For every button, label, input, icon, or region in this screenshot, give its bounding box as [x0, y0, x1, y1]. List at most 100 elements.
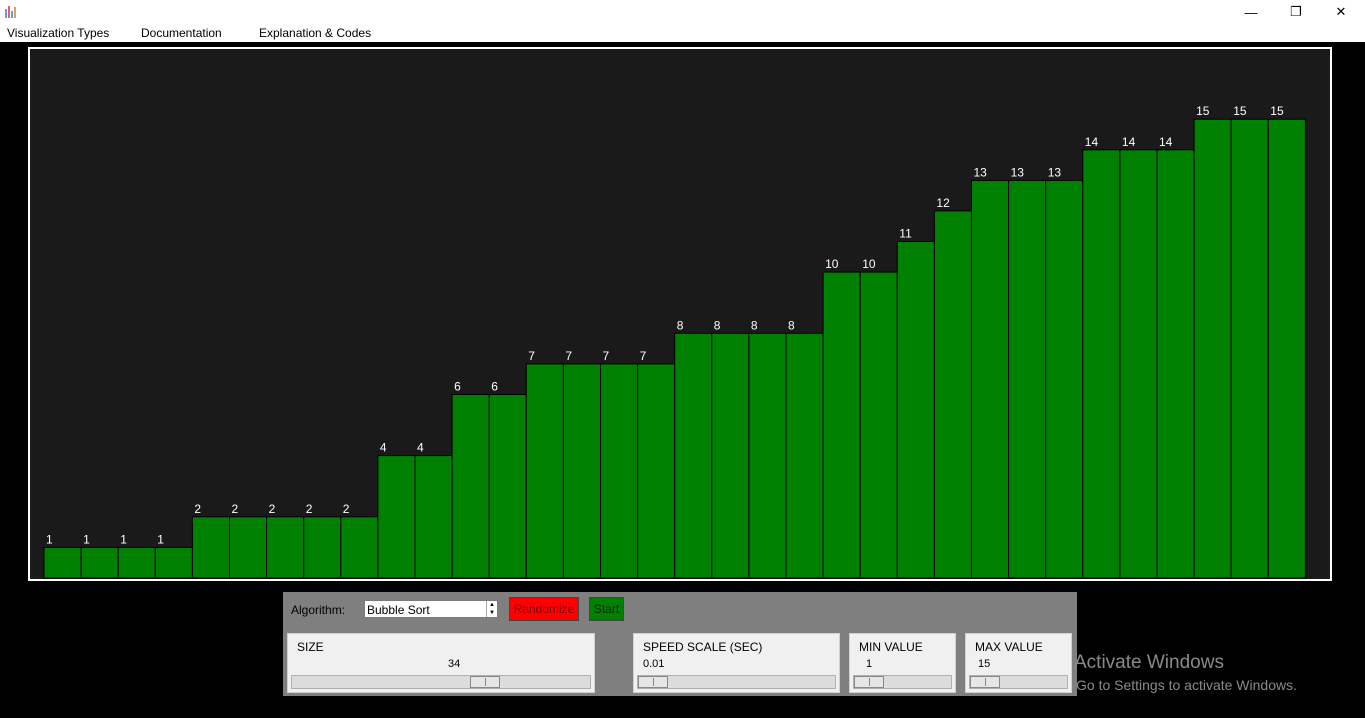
control-panel: Algorithm: Bubble Sort ▲ ▼ Randomize Star…: [283, 592, 1077, 696]
min-value-scale: MIN VALUE 1: [849, 633, 956, 693]
bar-25: [971, 179, 1010, 579]
bar-26: [1008, 179, 1047, 579]
bar-label-7: 2: [306, 502, 313, 516]
bar-label-28: 14: [1085, 135, 1099, 149]
bar-31: [1193, 118, 1232, 579]
bar-0: [43, 546, 82, 579]
bar-label-32: 15: [1233, 104, 1247, 118]
menu-visualization-types[interactable]: Visualization Types: [7, 26, 110, 40]
bar-33: [1267, 118, 1306, 579]
bar-label-13: 7: [528, 349, 535, 363]
algorithm-value: Bubble Sort: [367, 603, 430, 617]
bar-24: [933, 210, 973, 579]
minimize-button[interactable]: —: [1244, 4, 1258, 20]
bar-23: [896, 241, 935, 579]
bar-28: [1082, 149, 1121, 579]
bar-29: [1119, 149, 1158, 579]
menu-explanation-codes[interactable]: Explanation & Codes: [259, 26, 372, 40]
visualization-canvas: 1 1 1 1 2 2 2 2 2 4 4 6 6 7 7 7 7 8 8 8 8 10 10 11 12 13 13 13 14 14 1…: [28, 47, 1332, 581]
max-value-scale: MAX VALUE 15: [965, 633, 1072, 693]
bar-label-2: 1: [120, 532, 127, 546]
speed-slider-trough[interactable]: [637, 675, 836, 689]
bar-label-24: 12: [936, 196, 950, 210]
close-button[interactable]: ✕: [1335, 4, 1347, 19]
restore-button[interactable]: ❐: [1290, 4, 1302, 19]
bar-14: [562, 363, 602, 579]
bar-label-12: 6: [491, 380, 498, 394]
app-bar-chart-icon: [5, 6, 16, 18]
bar-label-6: 2: [269, 502, 276, 516]
size-scale: SIZE 34: [287, 633, 595, 693]
bar-8: [340, 516, 379, 579]
bar-label-18: 8: [714, 318, 721, 332]
bar-1: [80, 546, 119, 579]
bar-32: [1230, 118, 1269, 579]
max-value-slider-thumb[interactable]: [970, 676, 1000, 688]
randomize-button[interactable]: Randomize: [509, 597, 579, 621]
bar-13: [525, 363, 564, 579]
bar-5: [229, 516, 268, 579]
menu-bar: Visualization Types Documentation Explan…: [0, 24, 1365, 42]
bar-label-4: 2: [194, 502, 201, 516]
menu-documentation[interactable]: Documentation: [141, 26, 222, 40]
bar-label-11: 6: [454, 380, 461, 394]
size-slider-trough[interactable]: [291, 675, 591, 689]
bar-2: [117, 546, 156, 579]
bar-6: [266, 516, 305, 579]
algorithm-label: Algorithm:: [291, 603, 346, 617]
bar-label-23: 11: [899, 227, 912, 241]
start-button[interactable]: Start: [589, 597, 624, 621]
size-value: 34: [448, 658, 461, 670]
bar-label-3: 1: [157, 532, 164, 546]
bar-label-19: 8: [751, 318, 758, 332]
size-title: SIZE: [297, 640, 324, 654]
bar-label-0: 1: [46, 532, 53, 546]
bar-label-30: 14: [1159, 135, 1173, 149]
bar-22: [859, 271, 898, 579]
bar-15: [600, 363, 639, 579]
max-value-slider-trough[interactable]: [969, 675, 1068, 689]
bar-19: [748, 332, 787, 579]
bar-label-8: 2: [343, 502, 350, 516]
bar-9: [377, 455, 416, 579]
bar-label-17: 8: [677, 318, 684, 332]
bar-label-31: 15: [1196, 104, 1210, 118]
speed-value: 0.01: [643, 658, 665, 670]
bar-30: [1156, 149, 1195, 579]
bar-16: [637, 363, 676, 579]
bar-17: [674, 332, 713, 579]
bar-label-26: 13: [1011, 165, 1025, 179]
spin-arrows-icon[interactable]: ▲ ▼: [486, 601, 497, 617]
bar-label-33: 15: [1270, 104, 1284, 118]
speed-scale: SPEED SCALE (SEC) 0.01: [633, 633, 840, 693]
bar-label-14: 7: [565, 349, 572, 363]
bar-11: [451, 394, 490, 579]
bar-20: [785, 332, 824, 579]
bar-18: [711, 332, 750, 579]
min-value-title: MIN VALUE: [859, 640, 923, 654]
min-value-value: 1: [866, 658, 873, 670]
bar-label-15: 7: [603, 349, 610, 363]
min-value-slider-trough[interactable]: [853, 675, 952, 689]
title-bar: — ❐ ✕: [0, 0, 1365, 24]
speed-title: SPEED SCALE (SEC): [643, 640, 763, 654]
bar-label-10: 4: [417, 441, 424, 455]
bar-label-16: 7: [640, 349, 647, 363]
bar-12: [488, 394, 527, 579]
max-value-title: MAX VALUE: [975, 640, 1043, 654]
bar-10: [414, 455, 453, 579]
speed-slider-thumb[interactable]: [638, 676, 668, 688]
bar-4: [191, 516, 230, 579]
bar-label-5: 2: [232, 502, 239, 516]
bar-label-21: 10: [825, 257, 839, 271]
max-value-value: 15: [978, 658, 991, 670]
bar-label-25: 13: [974, 165, 988, 179]
size-slider-thumb[interactable]: [470, 676, 500, 688]
activate-windows-title: Activate Windows: [1074, 652, 1224, 673]
bar-label-1: 1: [83, 532, 90, 546]
min-value-slider-thumb[interactable]: [854, 676, 884, 688]
bar-label-22: 10: [862, 257, 876, 271]
algorithm-combobox[interactable]: Bubble Sort ▲ ▼: [364, 600, 498, 618]
bar-7: [303, 516, 342, 579]
